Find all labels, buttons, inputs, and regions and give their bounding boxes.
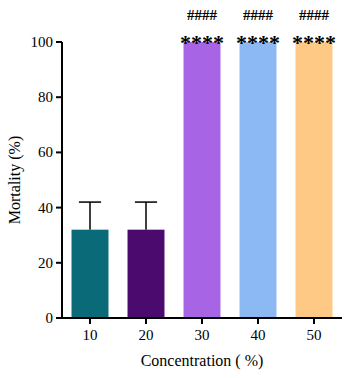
bar (72, 230, 109, 318)
significance-label: **** (180, 30, 224, 55)
significance-label: #### (299, 7, 330, 23)
significance-label: #### (187, 7, 218, 23)
y-tick-label: 60 (38, 144, 53, 160)
y-tick (56, 41, 62, 43)
x-tick (145, 318, 147, 324)
x-axis-label: Concentration ( %) (141, 352, 264, 370)
y-tick-label: 100 (31, 34, 54, 50)
x-tick-label: 20 (139, 327, 154, 343)
x-tick (201, 318, 203, 324)
x-tick-label: 40 (251, 327, 266, 343)
x-tick (257, 318, 259, 324)
error-bar (79, 202, 101, 230)
error-bar (135, 202, 157, 230)
error-cap (79, 201, 101, 203)
error-stem (145, 202, 147, 230)
error-stem (89, 202, 91, 230)
bar (240, 42, 277, 318)
x-tick-label: 10 (83, 327, 98, 343)
y-tick (56, 96, 62, 98)
x-tick-label: 30 (195, 327, 210, 343)
x-tick (313, 318, 315, 324)
y-tick (56, 207, 62, 209)
x-tick-label: 50 (307, 327, 322, 343)
error-cap (135, 201, 157, 203)
y-tick-label: 20 (38, 255, 53, 271)
plot-area (72, 42, 333, 318)
bar (184, 42, 221, 318)
y-tick-label: 0 (46, 310, 54, 326)
y-tick-label: 40 (38, 200, 53, 216)
chart-svg: 0 20 40 60 80 100 10 20 30 40 50 **** #### **** #### **… (0, 0, 354, 378)
bar (128, 230, 165, 318)
y-tick-label: 80 (38, 89, 53, 105)
significance-label: #### (243, 7, 274, 23)
y-tick (56, 151, 62, 153)
significance-label: **** (236, 30, 280, 55)
significance-label: **** (292, 30, 336, 55)
y-axis-label: Mortality (%) (6, 136, 24, 224)
bar (296, 42, 333, 318)
y-tick (56, 262, 62, 264)
y-tick (56, 317, 62, 319)
y-axis (61, 42, 63, 318)
chart-container: 0 20 40 60 80 100 10 20 30 40 50 **** #### **** #### **… (0, 0, 354, 378)
x-tick (89, 318, 91, 324)
